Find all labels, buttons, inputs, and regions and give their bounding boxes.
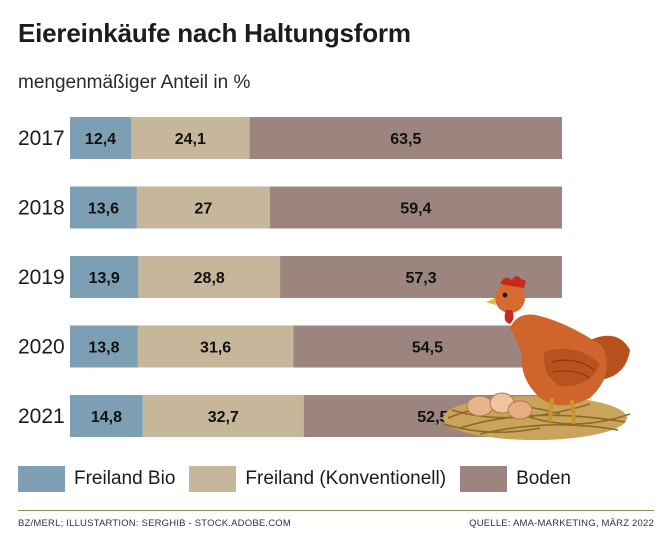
legend-label-freiland-konv: Freiland (Konventionell) <box>245 468 447 489</box>
value-label-freiland-bio: 12,4 <box>85 131 116 148</box>
value-label-boden: 63,5 <box>390 131 421 148</box>
value-label-boden: 52,5 <box>417 409 448 426</box>
chart-subtitle: mengenmäßiger Anteil in % <box>18 72 251 93</box>
bar-segment-freiland-bio <box>70 117 132 159</box>
bar-segment-freiland-konv <box>136 186 270 229</box>
legend-item-boden: Boden <box>460 466 571 492</box>
bar-segment-freiland-bio <box>70 256 139 298</box>
legend-swatch-freiland-konv <box>189 466 237 492</box>
year-label: 2017 <box>18 127 65 150</box>
value-label-boden: 59,4 <box>400 201 431 218</box>
year-label: 2021 <box>18 405 65 428</box>
bar-segment-boden <box>269 186 562 229</box>
value-label-freiland-bio: 13,9 <box>89 270 120 287</box>
chart-title: Eiereinkäufe nach Haltungsform <box>18 18 411 48</box>
year-label: 2018 <box>18 197 65 220</box>
legend-swatch-freiland-bio <box>18 466 65 492</box>
bar-segment-freiland-bio <box>70 325 138 368</box>
value-label-freiland-bio: 13,8 <box>88 340 119 357</box>
bar-segment-boden <box>249 117 562 159</box>
value-label-freiland-konv: 28,8 <box>194 270 225 287</box>
value-label-freiland-bio: 14,8 <box>91 409 122 426</box>
stacked-bar-chart: 2017 12,4 24,1 63,5 2018 13,6 27 59,4 2019 13,9 28… <box>18 117 562 437</box>
bar-segment-freiland-konv <box>131 117 250 159</box>
value-label-freiland-konv: 27 <box>194 201 212 218</box>
bar-segment-freiland-bio <box>70 395 143 437</box>
footer-source: QUELLE: AMA-MARKETING, MÄRZ 2022 <box>469 518 654 529</box>
bar-segment-freiland-konv <box>142 395 304 437</box>
value-label-freiland-konv: 32,7 <box>208 409 239 426</box>
legend-label-boden: Boden <box>516 468 572 489</box>
footer-divider <box>18 510 654 511</box>
hen-illustration <box>443 276 631 440</box>
legend-item-freiland-bio: Freiland Bio <box>18 466 175 492</box>
legend-item-freiland-konv: Freiland (Konventionell) <box>189 466 446 492</box>
value-label-freiland-konv: 31,6 <box>200 340 231 357</box>
bar-segment-freiland-konv <box>137 325 294 368</box>
value-label-freiland-bio: 13,6 <box>88 201 119 218</box>
value-label-freiland-konv: 24,1 <box>175 131 206 148</box>
chart-legend: Freiland Bio Freiland (Konventionell) Bo… <box>18 466 585 492</box>
year-label: 2019 <box>18 266 65 289</box>
year-label: 2020 <box>18 336 65 359</box>
legend-label-freiland-bio: Freiland Bio <box>74 468 176 489</box>
value-label-boden: 54,5 <box>412 340 443 357</box>
footer-credit: BZ/MERL; ILLUSTARTION: SERGHIB - STOCK.A… <box>18 518 292 529</box>
legend-swatch-boden <box>460 466 508 492</box>
bar-segment-freiland-konv <box>138 256 281 298</box>
bar-segment-freiland-bio <box>70 186 137 229</box>
value-label-boden: 57,3 <box>405 270 436 287</box>
